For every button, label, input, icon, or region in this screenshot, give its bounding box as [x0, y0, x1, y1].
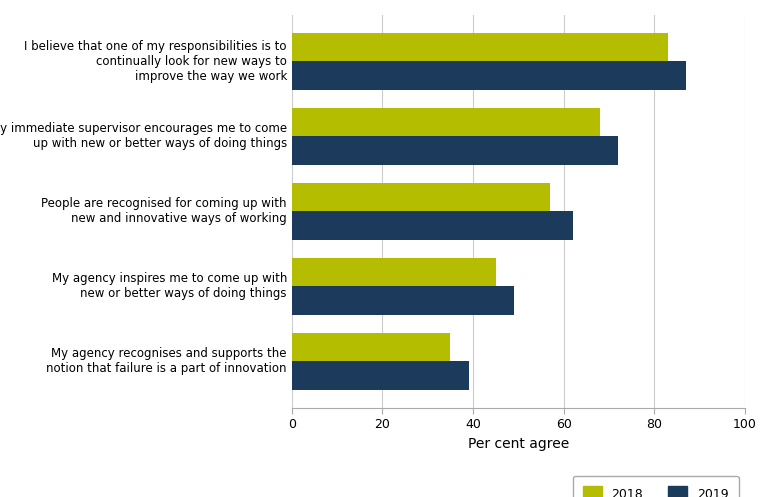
Legend: 2018, 2019: 2018, 2019 [573, 476, 739, 497]
X-axis label: Per cent agree: Per cent agree [468, 436, 569, 450]
Bar [292, 183, 550, 211]
Bar [292, 361, 468, 390]
Bar [292, 211, 573, 240]
Bar [292, 136, 618, 165]
Bar [292, 33, 668, 61]
Bar [292, 332, 450, 361]
Bar [292, 108, 600, 136]
Bar [292, 286, 514, 315]
Bar [292, 258, 496, 286]
Bar [292, 61, 686, 90]
